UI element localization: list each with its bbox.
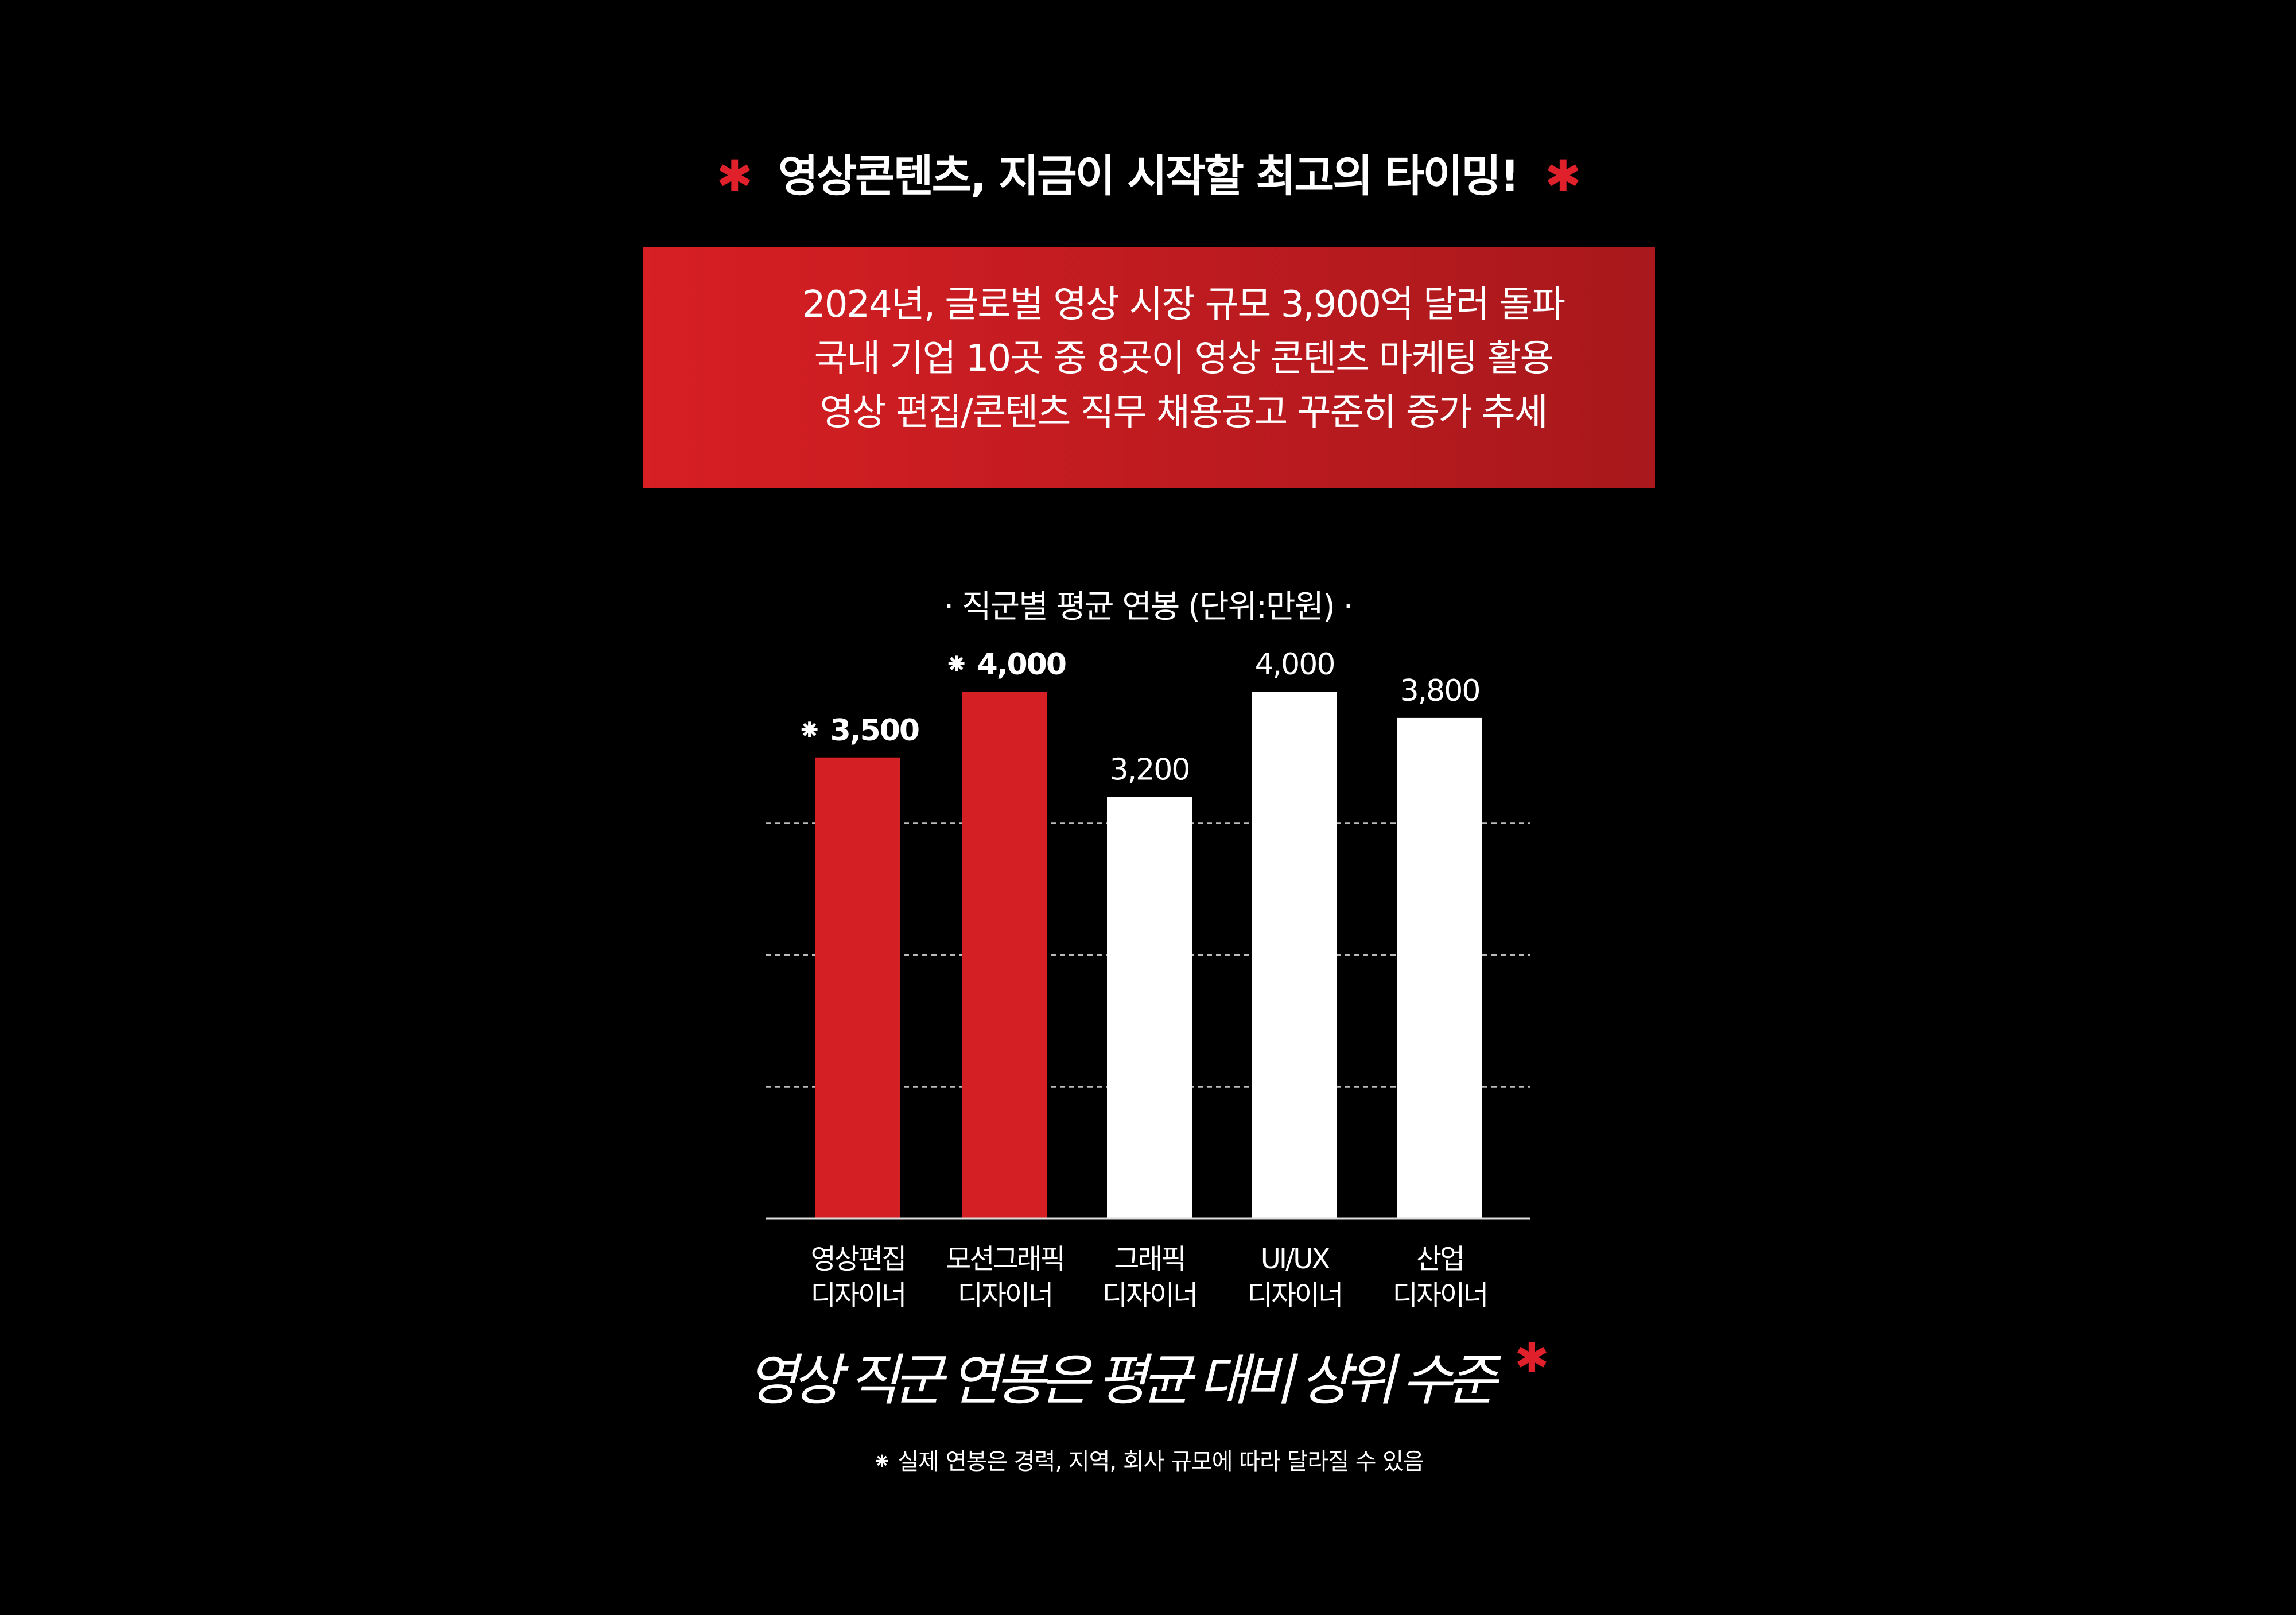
category-label: UI/UX 디자이너 bbox=[1223, 1241, 1366, 1314]
data-label: 4,000 bbox=[1255, 647, 1335, 682]
highlight-box: 2024년, 글로벌 영상 시장 규모 3,900억 달러 돌파 국내 기업 1… bbox=[643, 247, 1655, 488]
category-label-line: 디자이너 bbox=[1247, 1279, 1344, 1311]
bar bbox=[962, 692, 1047, 1218]
bar bbox=[1107, 797, 1192, 1218]
category-label-line: 디자이너 bbox=[810, 1279, 907, 1311]
category-label-line: 디자이너 bbox=[1102, 1279, 1199, 1311]
highlight-line: 국내 기업 10곳 중 8곳이 영상 콘텐츠 마케팅 활용 bbox=[814, 337, 1554, 380]
data-label: 3,800 bbox=[1400, 674, 1480, 708]
data-label: 3,200 bbox=[1110, 753, 1190, 787]
category-label-line: 디자이너 bbox=[957, 1279, 1054, 1311]
category-label-line: 모션그래픽 bbox=[946, 1243, 1066, 1275]
title-text: 영상콘텐츠, 지금이 시작할 최고의 타이밍! bbox=[778, 150, 1520, 201]
bar bbox=[1397, 717, 1482, 1218]
category-label-line: UI/UX bbox=[1260, 1243, 1330, 1275]
page-title: ✱ 영상콘텐츠, 지금이 시작할 최고의 타이밍! ✱ bbox=[0, 141, 2296, 204]
slogan: 영상 직군 연봉은 평균 대비 상위 수준 ✱ bbox=[0, 1337, 2296, 1418]
asterisk-icon: ✱ bbox=[1544, 150, 1582, 201]
highlight-line: 2024년, 글로벌 영상 시장 규모 3,900억 달러 돌파 bbox=[802, 284, 1565, 326]
footnote: ⁕ 실제 연봉은 경력, 지역, 회사 규모에 따라 달라질 수 있음 bbox=[872, 1449, 1424, 1475]
slogan-text: 영상 직군 연봉은 평균 대비 상위 수준 bbox=[747, 1348, 1497, 1412]
category-label-line: 디자이너 bbox=[1392, 1279, 1489, 1311]
bar bbox=[815, 757, 900, 1218]
asterisk-icon: ✱ bbox=[1514, 1334, 1549, 1382]
category-label-line: 영상편집 bbox=[810, 1243, 907, 1275]
chart-title: · 직군별 평균 연봉 (단위:만원) · bbox=[943, 588, 1354, 626]
highlight-line: 영상 편집/콘텐츠 직무 채용공고 꾸준히 증가 추세 bbox=[819, 391, 1548, 434]
data-label: ⁕ 4,000 bbox=[944, 647, 1066, 682]
bar bbox=[1252, 692, 1337, 1218]
category-label-line: 산업 bbox=[1416, 1243, 1465, 1275]
data-label: ⁕ 3,500 bbox=[797, 713, 919, 748]
asterisk-icon: ✱ bbox=[716, 150, 753, 201]
category-label-line: 그래픽 bbox=[1114, 1243, 1186, 1275]
